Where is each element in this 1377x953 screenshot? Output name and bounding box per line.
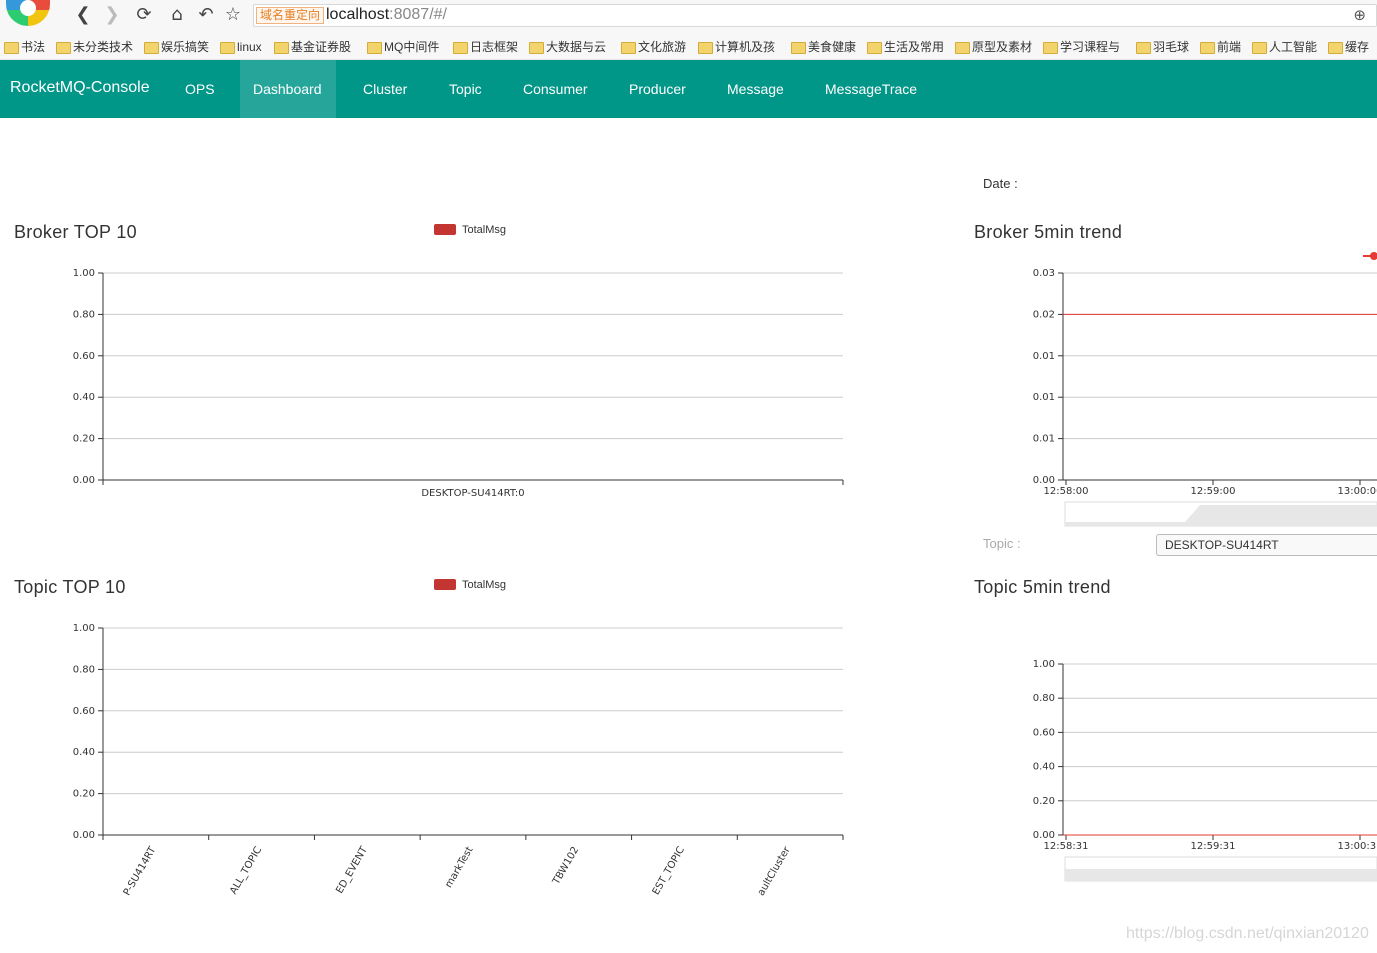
date-label: Date :: [983, 176, 1018, 191]
y-tick-label: 0.00: [73, 475, 95, 486]
topic-trend-title: Topic 5min trend: [974, 577, 1111, 597]
y-tick-label: 0.20: [73, 434, 95, 445]
x-tick-label: aultCluster: [756, 844, 793, 898]
x-tick-label: 13:00:31: [1338, 841, 1377, 852]
url-host: localhost: [326, 6, 390, 23]
y-tick-label: 0.40: [73, 392, 95, 403]
nav-topic[interactable]: Topic: [449, 81, 482, 97]
x-tick-label: 12:58:31: [1044, 841, 1089, 852]
y-tick-label: 0.80: [73, 664, 95, 675]
x-tick-label: DESKTOP-SU414RT:0: [421, 488, 524, 499]
x-tick-label: markTest: [443, 845, 475, 890]
y-tick-label: 0.00: [73, 830, 95, 841]
broker-top10-chart: 0.00 0.20 0.40 0.60 0.80 1.00 DESKTOP-SU414RT:…: [73, 268, 844, 499]
legend-marker-dot: [1370, 252, 1377, 260]
broker-top10-legend[interactable]: TotalMsg: [434, 224, 506, 238]
zoom-slider-shadow: [1065, 869, 1377, 881]
bookmark-item[interactable]: 基金证券股: [274, 39, 351, 55]
star-icon[interactable]: ☆: [224, 4, 242, 25]
x-tick-label: 12:59:31: [1191, 841, 1236, 852]
topic-top10-title: Topic TOP 10: [14, 577, 126, 597]
bookmark-item[interactable]: 生活及常用: [867, 39, 944, 55]
x-tick-label: ED_EVENT: [334, 844, 370, 895]
top-navbar: RocketMQ-Console OPS Dashboard Cluster T…: [0, 60, 1377, 118]
x-tick-label: EST_TOPIC: [651, 845, 687, 897]
y-tick-label: 1.00: [73, 268, 95, 279]
bookmark-item[interactable]: 书法: [4, 39, 45, 55]
bookmarks-bar: 书法 未分类技术 娱乐搞笑 linux 基金证券股 MQ中间件 日志框架 大数据与云 文化旅游计…: [0, 33, 1377, 60]
zoom-slider-shadow: [1065, 505, 1377, 526]
bookmark-item[interactable]: 学习课程与: [1043, 39, 1120, 55]
x-tick-label: 13:00:00: [1338, 486, 1377, 497]
x-tick-label: 12:58:00: [1044, 486, 1089, 497]
y-tick-label: 1.00: [73, 623, 95, 634]
y-tick-label: 0.80: [1033, 693, 1055, 704]
y-tick-label: 0.40: [73, 747, 95, 758]
broker-trend-chart: 0.00 0.01 0.01 0.01 0.02 0.03 12:58:00 12:59:00…: [1033, 252, 1377, 527]
x-tick-label: 12:59:00: [1191, 486, 1236, 497]
bookmark-item[interactable]: 人工智能: [1252, 39, 1317, 55]
watermark: https://blog.csdn.net/qinxian20120: [1126, 925, 1369, 942]
nav-messagetrace[interactable]: MessageTrace: [825, 81, 918, 97]
undo-icon[interactable]: ↶: [198, 4, 214, 25]
y-tick-label: 0.40: [1033, 762, 1055, 773]
nav-cluster[interactable]: Cluster: [363, 81, 408, 97]
y-tick-label: 0.01: [1033, 351, 1055, 362]
y-tick-label: 0.80: [73, 309, 95, 320]
topic-top10-legend[interactable]: TotalMsg: [434, 579, 506, 593]
y-tick-label: 0.02: [1033, 309, 1055, 320]
topic-trend-chart: 0.00 0.20 0.40 0.60 0.80 1.00 12:58:31 12:59:31…: [1033, 659, 1377, 882]
nav-message[interactable]: Message: [727, 81, 784, 97]
y-tick-label: 0.01: [1033, 434, 1055, 445]
zoom-icon[interactable]: ⊕: [1353, 7, 1366, 24]
url-text[interactable]: localhost:8087/#/: [326, 6, 447, 24]
forward-icon[interactable]: ❯: [104, 4, 120, 25]
y-tick-label: 0.00: [1033, 475, 1055, 486]
bookmark-item[interactable]: linux: [220, 39, 262, 55]
y-tick-label: 0.00: [1033, 830, 1055, 841]
reload-icon[interactable]: ⟳: [136, 4, 152, 25]
nav-consumer[interactable]: Consumer: [523, 81, 588, 97]
topic-select[interactable]: DESKTOP-SU414RT: [1156, 534, 1377, 556]
bookmark-item[interactable]: 娱乐搞笑: [144, 39, 209, 55]
bookmark-item[interactable]: MQ中间件: [367, 39, 439, 55]
bookmark-item[interactable]: 原型及素材: [955, 39, 1032, 55]
y-tick-label: 1.00: [1033, 659, 1055, 670]
browser-logo-icon: [6, 0, 50, 26]
y-tick-label: 0.60: [73, 351, 95, 362]
bookmark-item[interactable]: 美食健康: [791, 39, 856, 55]
brand-title[interactable]: RocketMQ-Console: [10, 79, 150, 96]
home-icon[interactable]: ⌂: [171, 4, 183, 25]
nav-producer[interactable]: Producer: [629, 81, 686, 97]
bookmark-item[interactable]: 文化旅游: [621, 39, 686, 55]
browser-toolbar: ❮ ❯ ⟳ ⌂ ↶ ☆ 域名重定向 localhost:8087/#/ ⊕: [0, 0, 1377, 33]
y-tick-label: 0.03: [1033, 268, 1055, 279]
redirect-badge: 域名重定向: [256, 7, 325, 24]
y-tick-label: 0.60: [1033, 727, 1055, 738]
nav-dashboard[interactable]: Dashboard: [240, 60, 336, 118]
broker-trend-title: Broker 5min trend: [974, 222, 1123, 242]
topic-top10-chart: 0.00 0.20 0.40 0.60 0.80 1.00 P-SU414RT ALL_TOP…: [73, 623, 844, 898]
bookmark-item[interactable]: 羽毛球: [1136, 39, 1189, 55]
bookmark-item[interactable]: 缓存: [1328, 39, 1369, 55]
bookmark-item[interactable]: 大数据与云: [529, 39, 606, 55]
y-tick-label: 0.01: [1033, 392, 1055, 403]
broker-top10-title: Broker TOP 10: [14, 222, 137, 242]
bookmark-item[interactable]: 日志框架: [453, 39, 518, 55]
y-tick-label: 0.60: [73, 706, 95, 717]
back-icon[interactable]: ❮: [75, 4, 91, 25]
address-bar[interactable]: 域名重定向 localhost:8087/#/ ⊕: [253, 4, 1377, 27]
topic-label: Topic :: [983, 536, 1021, 551]
url-path: :8087/#/: [389, 6, 447, 23]
bookmark-item[interactable]: 前端: [1200, 39, 1241, 55]
bookmark-item[interactable]: 未分类技术: [56, 39, 133, 55]
y-tick-label: 0.20: [1033, 796, 1055, 807]
bookmark-item[interactable]: 计算机及孩: [698, 39, 775, 55]
y-tick-label: 0.20: [73, 789, 95, 800]
nav-ops[interactable]: OPS: [185, 81, 215, 97]
x-tick-label: P-SU414RT: [122, 844, 159, 897]
x-tick-label: ALL_TOPIC: [228, 845, 264, 896]
x-tick-label: TBW102: [550, 845, 581, 887]
